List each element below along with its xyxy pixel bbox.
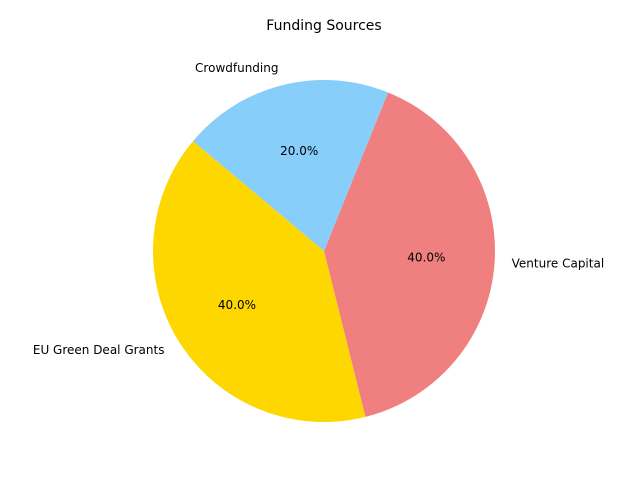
pie-slice-2	[193, 79, 389, 251]
slice-percent-1: 40.0%	[407, 251, 445, 265]
slice-percent-0: 40.0%	[218, 298, 256, 312]
slice-label-1: Venture Capital	[512, 257, 605, 271]
pie-slice-1	[324, 92, 496, 417]
slice-label-2: Crowdfunding	[195, 61, 278, 75]
pie-labels: EU Green Deal Grants 40.0% Venture Capital…	[33, 61, 604, 357]
chart-title: Funding Sources	[266, 18, 381, 34]
pie-slices	[152, 79, 496, 423]
slice-percent-2: 20.0%	[280, 144, 318, 158]
pie-slice-0	[152, 141, 366, 423]
slice-label-0: EU Green Deal Grants	[33, 343, 165, 357]
